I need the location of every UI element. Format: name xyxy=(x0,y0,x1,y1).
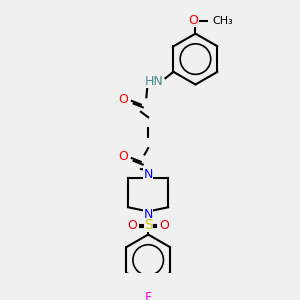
Text: N: N xyxy=(143,168,153,181)
Text: N: N xyxy=(143,208,153,221)
Text: F: F xyxy=(145,291,152,300)
Text: O: O xyxy=(160,219,170,232)
Text: S: S xyxy=(144,218,153,233)
Text: O: O xyxy=(127,219,137,232)
Text: O: O xyxy=(119,150,129,163)
Text: O: O xyxy=(119,93,129,106)
Text: CH₃: CH₃ xyxy=(213,16,233,26)
Text: O: O xyxy=(189,14,199,27)
Text: HN: HN xyxy=(145,75,164,88)
